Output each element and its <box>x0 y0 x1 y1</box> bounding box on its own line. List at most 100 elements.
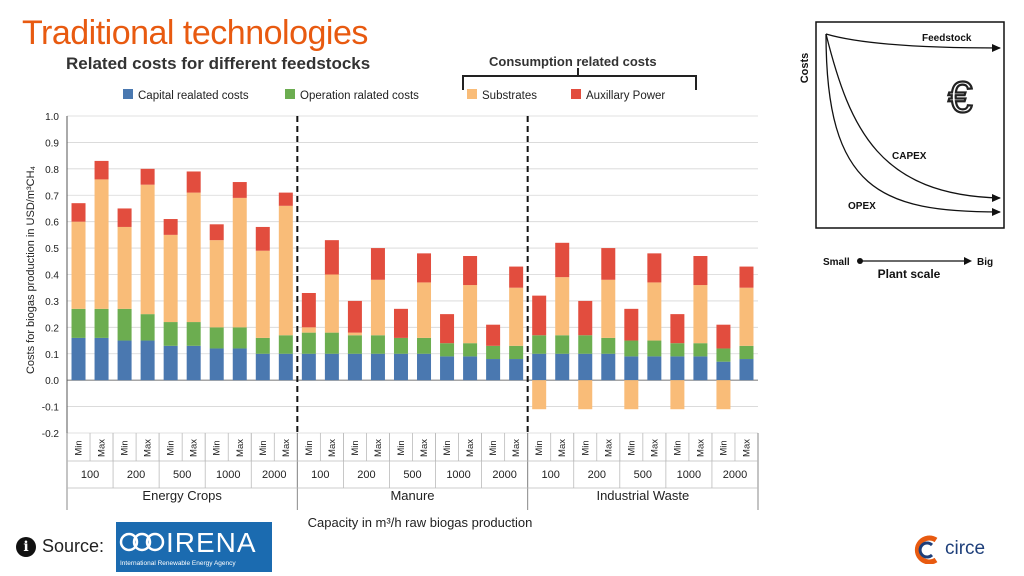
bar-substrates <box>417 282 432 338</box>
bar-operation <box>693 343 708 357</box>
bar-operation <box>324 332 339 354</box>
bar-operation <box>347 335 362 354</box>
bar-substrates <box>278 205 293 336</box>
bar-capital <box>739 359 754 381</box>
capacity-label: 200 <box>127 469 145 481</box>
y-tick-label: 0.0 <box>45 376 59 387</box>
irena-tagline: International Renewable Energy Agency <box>120 560 236 567</box>
bar-auxiliary <box>509 266 524 288</box>
bar-operation <box>163 322 178 346</box>
circe-logo: circe <box>912 534 985 564</box>
bar-capital <box>716 361 731 381</box>
bar-substrates <box>186 192 201 323</box>
y-tick-label: 0.2 <box>45 323 59 334</box>
legend-label-capital: Capital realated costs <box>138 90 249 102</box>
group-label: Energy Crops <box>142 488 222 503</box>
bar-auxiliary <box>301 292 316 328</box>
irena-emblem-icon <box>119 532 165 552</box>
group-label: Industrial Waste <box>596 488 689 503</box>
bar-capital <box>417 353 432 381</box>
bar-substrates <box>209 240 224 328</box>
bar-capital <box>578 353 593 381</box>
bar-capital <box>255 353 270 381</box>
bar-operation <box>140 314 155 341</box>
capacity-label: 500 <box>403 469 421 481</box>
x-minmax-label: Max <box>741 439 752 457</box>
bar-substrates <box>601 279 616 338</box>
y-tick-label: 0.9 <box>45 138 59 149</box>
bar-substrates <box>532 380 547 410</box>
bar-operation <box>647 340 662 357</box>
bar-auxiliary <box>624 308 639 341</box>
bar-operation <box>232 327 247 349</box>
bar-auxiliary <box>117 208 132 227</box>
chart-legend: Capital realated costs Operation ralated… <box>123 89 665 102</box>
bar-substrates <box>670 380 685 410</box>
x-minmax-label: Max <box>511 439 522 457</box>
opex-label: OPEX <box>848 201 876 212</box>
legend-label-operation: Operation ralated costs <box>300 90 419 102</box>
capacity-label: 1000 <box>446 469 470 481</box>
bar-capital <box>232 348 247 381</box>
bar-auxiliary <box>278 192 293 206</box>
x-minmax-label: Max <box>281 439 292 457</box>
y-tick-label: 0.5 <box>45 244 59 255</box>
bar-operation <box>463 343 478 357</box>
bar-substrates <box>509 287 524 346</box>
bar-capital <box>278 353 293 381</box>
bar-capital <box>693 356 708 381</box>
bar-auxiliary <box>186 171 201 193</box>
x-minmax-label: Max <box>189 439 200 457</box>
x-axis-label: Capacity in m³/h raw biogas production <box>308 515 533 530</box>
group-label: Manure <box>390 488 434 503</box>
bar-operation <box>278 335 293 354</box>
bar-operation <box>601 337 616 354</box>
x-minmax-label: Max <box>143 439 154 457</box>
capacity-label: 200 <box>588 469 606 481</box>
bar-capital <box>347 353 362 381</box>
bar-capital <box>670 356 685 381</box>
x-minmax-label: Max <box>327 439 338 457</box>
bar-capital <box>440 356 455 381</box>
bar-auxiliary <box>601 248 616 280</box>
capacity-label: 1000 <box>216 469 240 481</box>
bar-auxiliary <box>555 242 570 278</box>
bar-operation <box>370 335 385 354</box>
capex-label: CAPEX <box>892 151 927 162</box>
bar-auxiliary <box>71 203 86 222</box>
x-minmax-label: Min <box>212 440 223 455</box>
source-label: Source: <box>42 536 105 556</box>
bar-substrates <box>578 380 593 410</box>
bar-operation <box>94 308 109 338</box>
capacity-label: 100 <box>81 469 99 481</box>
bar-auxiliary <box>163 219 178 235</box>
bar-auxiliary <box>417 253 432 283</box>
bar-capital <box>463 356 478 381</box>
legend-swatch-substrates <box>467 89 477 99</box>
bar-capital <box>94 337 109 381</box>
bar-auxiliary <box>716 324 731 349</box>
legend-swatch-operation <box>285 89 295 99</box>
bar-auxiliary <box>647 253 662 283</box>
capacity-label: 2000 <box>492 469 516 481</box>
opex-curve <box>825 33 1001 213</box>
legend-swatch-capital <box>123 89 133 99</box>
info-icon: i <box>16 536 36 557</box>
x-minmax-label: Max <box>97 439 108 457</box>
x-minmax-label: Max <box>235 439 246 457</box>
bar-substrates <box>163 234 178 323</box>
x-minmax-label: Max <box>373 439 384 457</box>
side-ylabel: Costs <box>799 53 811 84</box>
y-tick-label: 0.6 <box>45 218 59 229</box>
bar-capital <box>532 353 547 381</box>
bar-capital <box>370 353 385 381</box>
consumption-bracket <box>462 75 697 90</box>
bar-operation <box>440 343 455 357</box>
bar-substrates <box>255 250 270 338</box>
scale-big-label: Big <box>977 257 993 268</box>
slide-subtitle: Related costs for different feedstocks <box>66 54 371 73</box>
capacity-label: 100 <box>542 469 560 481</box>
legend-swatch-auxiliary <box>571 89 581 99</box>
